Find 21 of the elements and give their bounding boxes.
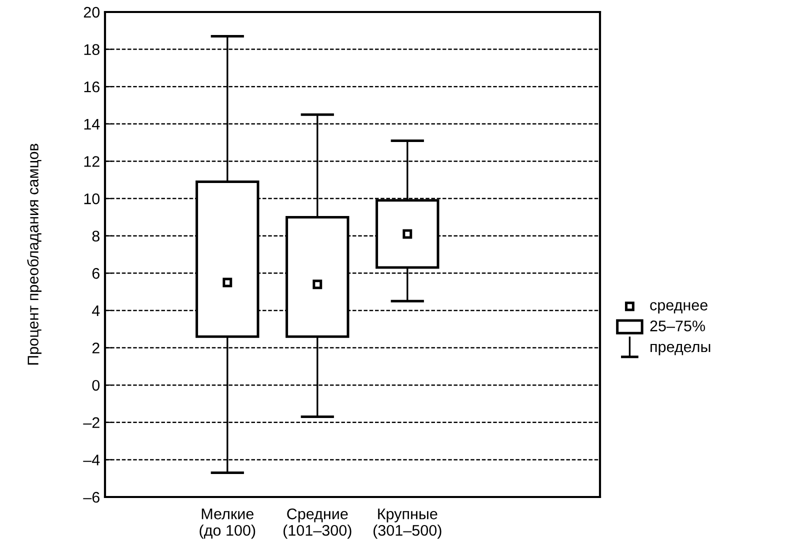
y-tick-label: 10 xyxy=(84,193,100,204)
y-tick-label: –4 xyxy=(83,454,100,466)
y-tick-label: –2 xyxy=(83,417,100,428)
x-tick-label: Мелкие (до 100) xyxy=(200,508,256,539)
y-tick-label: 6 xyxy=(92,268,100,279)
y-tick-label: 2 xyxy=(92,342,100,354)
x-tick-label: Средние (101–300) xyxy=(284,508,352,539)
y-tick-label: 14 xyxy=(84,118,100,130)
y-tick-label: 20 xyxy=(84,6,100,18)
text: 25–75% xyxy=(650,320,706,332)
y-tick-label: 4 xyxy=(92,305,100,316)
y-tick-label: 16 xyxy=(84,81,100,92)
y-tick-label: 8 xyxy=(92,230,100,242)
y-tick-label: –6 xyxy=(83,492,100,503)
x-tick-label: Крупные (301–500) xyxy=(374,508,442,539)
text: среднее xyxy=(650,302,708,314)
y-axis-title: Процент преобладания самцов xyxy=(27,144,42,365)
y-tick-label: 18 xyxy=(84,44,100,55)
text: пределы xyxy=(650,344,710,356)
y-tick-label: 12 xyxy=(84,156,100,167)
y-tick-label: 0 xyxy=(92,380,100,391)
